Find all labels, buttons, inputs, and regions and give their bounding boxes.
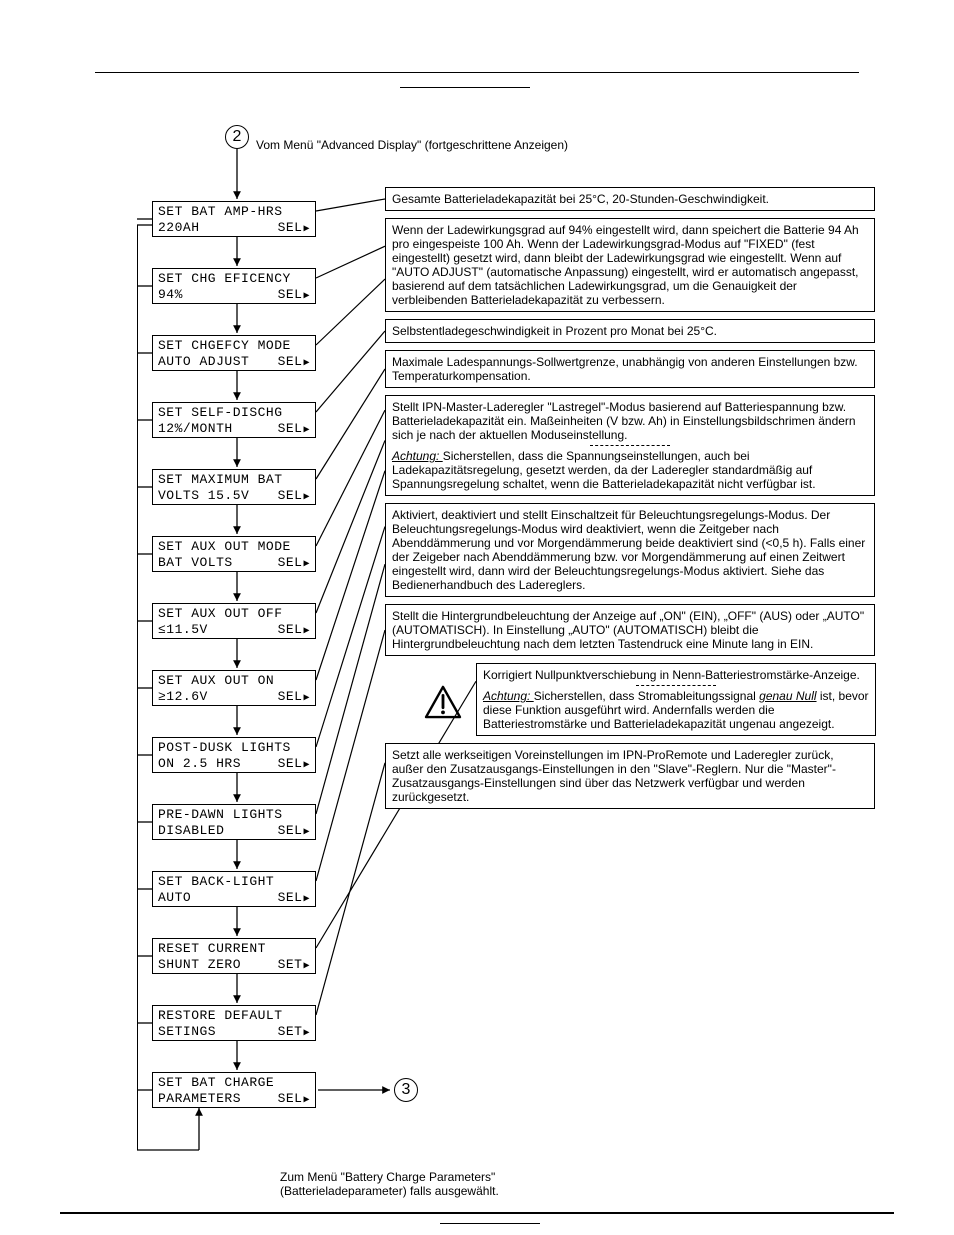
menu-sel-label: SEL [278, 555, 310, 573]
circle-step-2: 2 [225, 125, 249, 149]
menu-line1: SET AUX OUT ON [158, 673, 310, 689]
menu-sel-label: SEL [278, 756, 310, 774]
menu-line2: DISABLED [158, 823, 224, 841]
menu-line1: SET AUX OUT OFF [158, 606, 310, 622]
menu-item-5[interactable]: SET AUX OUT MODEBAT VOLTS SEL [152, 536, 316, 572]
menu-line1: SET SELF-DISCHG [158, 405, 310, 421]
circle-step-3: 3 [394, 1078, 418, 1102]
menu-line1: SET BAT AMP-HRS [158, 204, 310, 220]
menu-item-2[interactable]: SET CHGEFCY MODEAUTO ADJUST SEL [152, 335, 316, 371]
menu-line1: POST-DUSK LIGHTS [158, 740, 310, 756]
loop-return-line [137, 225, 138, 1150]
menu-line1: SET CHG EFICENCY [158, 271, 310, 287]
menu-item-8[interactable]: POST-DUSK LIGHTSON 2.5 HRS SEL [152, 737, 316, 773]
menu-line2: ≥12.6V [158, 689, 208, 707]
divider [590, 445, 670, 446]
menu-sel-label: SET [278, 1024, 310, 1042]
menu-line2: 12%/MONTH [158, 421, 233, 439]
menu-sel-label: SEL [278, 622, 310, 640]
menu-sel-label: SEL [278, 1091, 310, 1109]
desc-d6: Stellt die Hintergrundbeleuchtung der An… [385, 604, 875, 656]
menu-sel-label: SEL [278, 890, 310, 908]
menu-sel-label: SET [278, 957, 310, 975]
divider [636, 685, 716, 686]
menu-line2: AUTO [158, 890, 191, 908]
desc-d2: Selbstentladegeschwindigkeit in Prozent … [385, 319, 875, 343]
menu-line2: 220AH [158, 220, 200, 238]
menu-item-13[interactable]: SET BAT CHARGEPARAMETERS SEL [152, 1072, 316, 1108]
figure-title-bottom [440, 1222, 540, 1224]
desc-d4: Stellt IPN-Master-Laderegler "Lastregel"… [385, 395, 875, 496]
achtung-label: Achtung: [483, 689, 534, 703]
desc-d8: Setzt alle werkseitigen Voreinstellungen… [385, 743, 875, 809]
menu-sel-label: SEL [278, 287, 310, 305]
achtung-label: Achtung: [392, 449, 443, 463]
menu-line2: BAT VOLTS [158, 555, 233, 573]
menu-line2: AUTO ADJUST [158, 354, 249, 372]
desc-d0: Gesamte Batterieladekapazität bei 25°C, … [385, 187, 875, 211]
menu-sel-label: SEL [278, 220, 310, 238]
menu-line2: PARAMETERS [158, 1091, 241, 1109]
menu-item-4[interactable]: SET MAXIMUM BATVOLTS 15.5V SEL [152, 469, 316, 505]
menu-line1: SET BACK-LIGHT [158, 874, 310, 890]
menu-item-1[interactable]: SET CHG EFICENCY94% SEL [152, 268, 316, 304]
menu-line2: SHUNT ZERO [158, 957, 241, 975]
menu-line1: SET CHGEFCY MODE [158, 338, 310, 354]
menu-line1: SET BAT CHARGE [158, 1075, 310, 1091]
menu-item-11[interactable]: RESET CURRENTSHUNT ZERO SET [152, 938, 316, 974]
menu-sel-label: SEL [278, 823, 310, 841]
menu-item-10[interactable]: SET BACK-LIGHTAUTO SEL [152, 871, 316, 907]
menu-sel-label: SEL [278, 488, 310, 506]
menu-sel-label: SEL [278, 354, 310, 372]
page-bottom-rule [60, 1212, 894, 1214]
desc-d5: Aktiviert, deaktiviert und stellt Einsch… [385, 503, 875, 597]
menu-line1: SET AUX OUT MODE [158, 539, 310, 555]
menu-sel-label: SEL [278, 689, 310, 707]
menu-line2: ON 2.5 HRS [158, 756, 241, 774]
menu-line2: 94% [158, 287, 183, 305]
menu-item-0[interactable]: SET BAT AMP-HRS220AH SEL [152, 201, 316, 237]
page-top-rule [95, 72, 859, 73]
caution-icon [424, 685, 462, 719]
menu-item-6[interactable]: SET AUX OUT OFF≤11.5V SEL [152, 603, 316, 639]
menu-line2: VOLTS 15.5V [158, 488, 249, 506]
menu-item-12[interactable]: RESTORE DEFAULTSETINGS SET [152, 1005, 316, 1041]
menu-line1: SET MAXIMUM BAT [158, 472, 310, 488]
menu-sel-label: SEL [278, 421, 310, 439]
menu-item-9[interactable]: PRE-DAWN LIGHTSDISABLED SEL [152, 804, 316, 840]
to-menu-caption: Zum Menü "Battery Charge Parameters" (Ba… [280, 1170, 540, 1198]
menu-item-3[interactable]: SET SELF-DISCHG12%/MONTH SEL [152, 402, 316, 438]
desc-d7: Korrigiert Nullpunktverschiebung in Nenn… [476, 663, 876, 736]
menu-line1: RESET CURRENT [158, 941, 310, 957]
menu-line2: ≤11.5V [158, 622, 208, 640]
desc-d3: Maximale Ladespannungs-Sollwertgrenze, u… [385, 350, 875, 388]
menu-line2: SETINGS [158, 1024, 216, 1042]
figure-title-top [400, 86, 530, 88]
desc-d1: Wenn der Ladewirkungsgrad auf 94% einges… [385, 218, 875, 312]
menu-line1: RESTORE DEFAULT [158, 1008, 310, 1024]
menu-item-7[interactable]: SET AUX OUT ON≥12.6V SEL [152, 670, 316, 706]
menu-line1: PRE-DAWN LIGHTS [158, 807, 310, 823]
from-menu-caption: Vom Menü "Advanced Display" (fortgeschri… [256, 138, 568, 152]
